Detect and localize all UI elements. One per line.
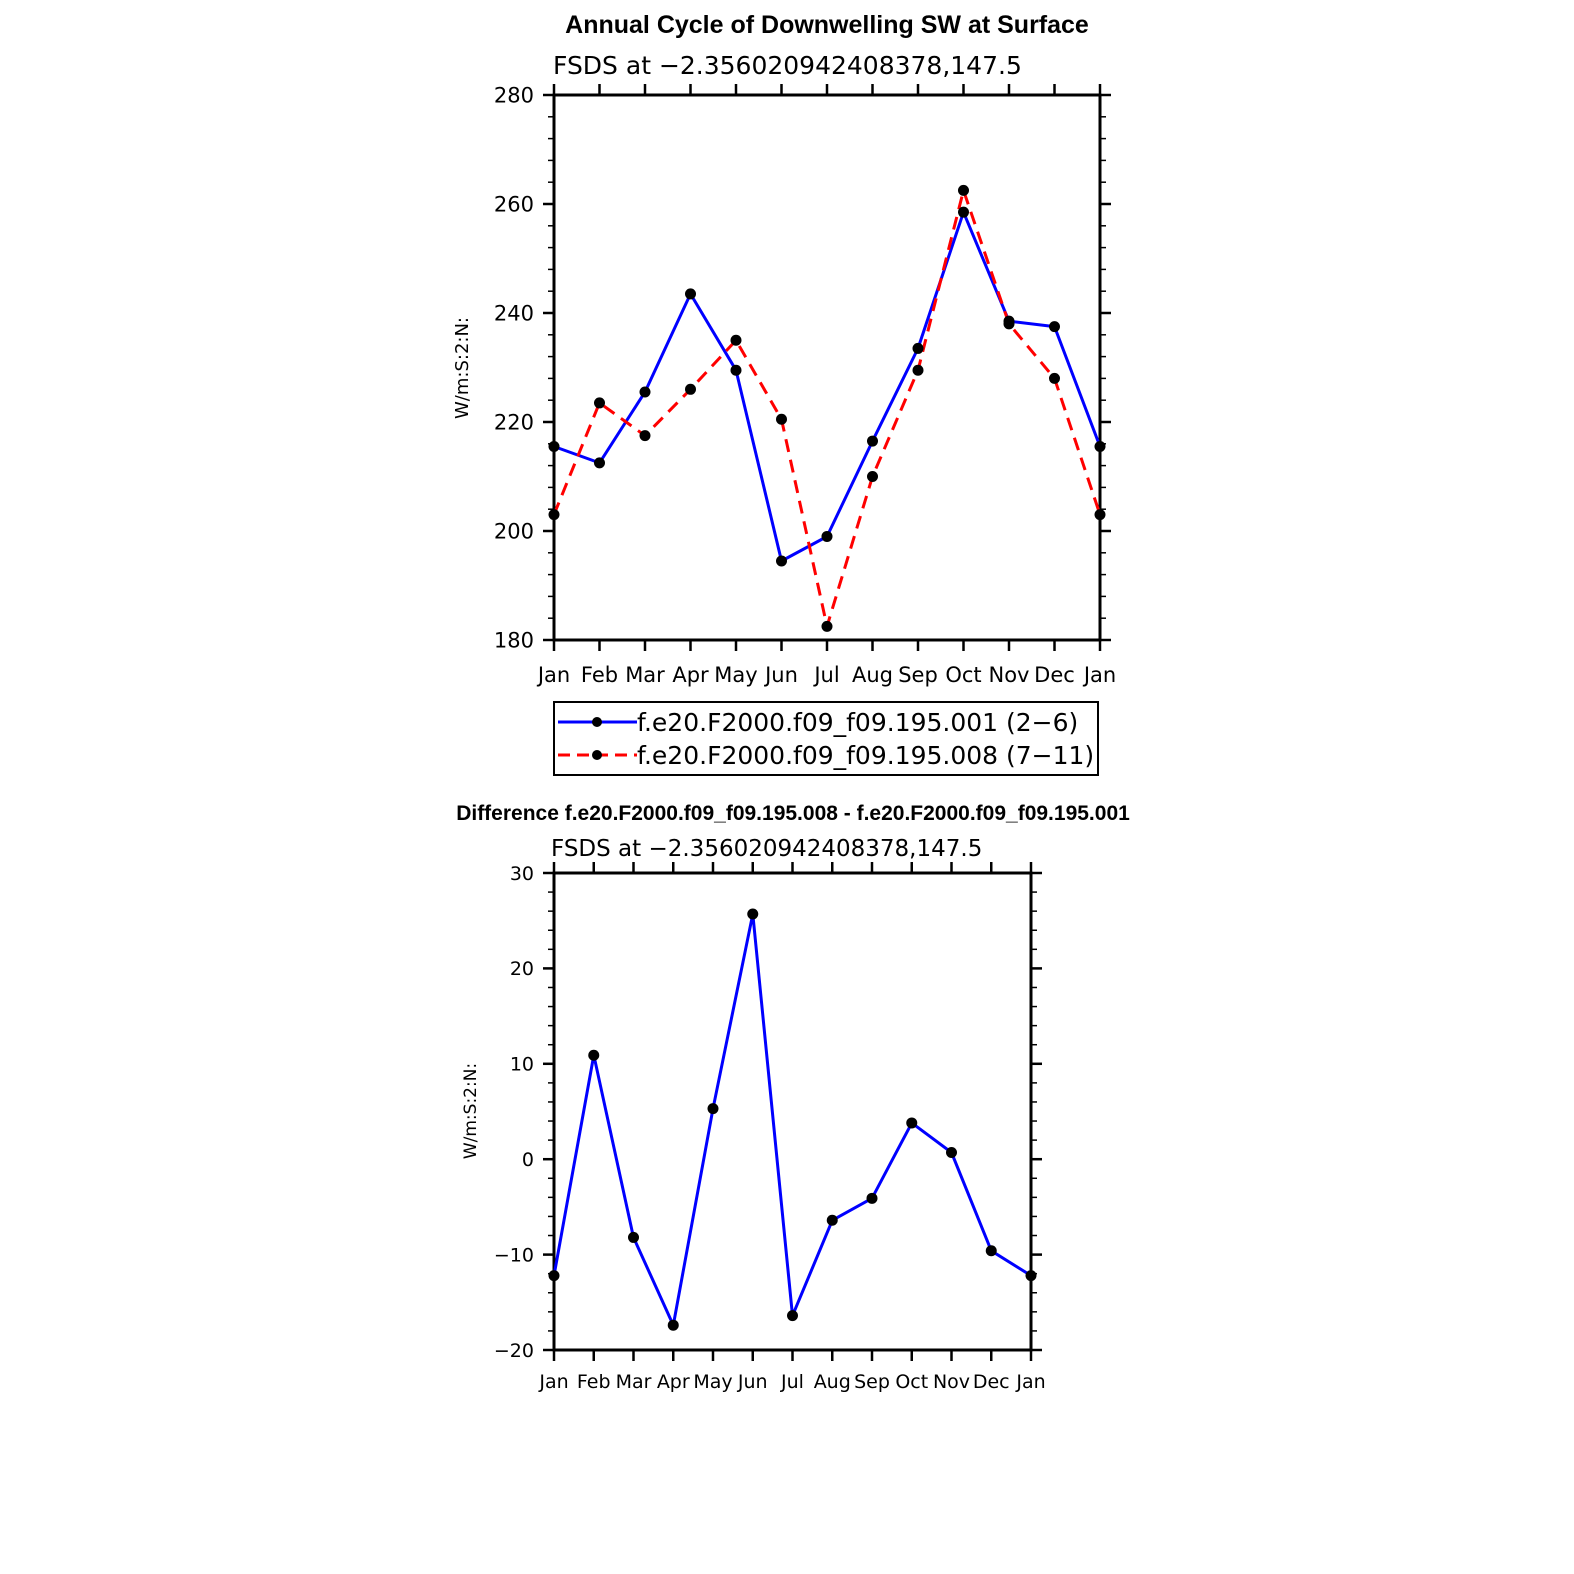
data-point-s1 bbox=[747, 908, 759, 920]
y-tick-label: 260 bbox=[494, 193, 534, 217]
x-tick-label: Dec bbox=[1034, 663, 1075, 687]
y-tick-label: 280 bbox=[494, 84, 534, 108]
legend: f.e20.F2000.f09_f09.195.001 (2−6) f.e20.… bbox=[553, 701, 1099, 776]
x-tick-label: Dec bbox=[973, 1371, 1010, 1393]
y-tick-label: 180 bbox=[494, 629, 534, 653]
y-axis-label: W/m:S:2:N: bbox=[452, 317, 473, 419]
data-point-s2 bbox=[639, 430, 651, 442]
chart-annual-cycle: Annual Cycle of Downwelling SW at Surfac… bbox=[452, 11, 1116, 776]
y-tick-label: −20 bbox=[494, 1340, 534, 1362]
data-point-s1 bbox=[639, 386, 651, 398]
x-tick-label: Jan bbox=[536, 663, 570, 687]
data-point-s1 bbox=[985, 1245, 997, 1257]
x-tick-label: Mar bbox=[616, 1371, 652, 1393]
x-tick-label: Jul bbox=[812, 663, 839, 687]
data-point-s1 bbox=[776, 555, 787, 567]
x-tick-label: Sep bbox=[854, 1371, 890, 1393]
y-tick-label: 10 bbox=[510, 1054, 534, 1076]
data-point-s1 bbox=[787, 1310, 798, 1322]
x-tick-label: May bbox=[693, 1371, 732, 1393]
plot-area: −20 −10 0 10 20 30 Jan Feb Mar Apr May Jun Jul Aug Sep… bbox=[494, 862, 1046, 1393]
x-tick-label: Oct bbox=[945, 663, 981, 687]
x-tick-label: Aug bbox=[814, 1371, 851, 1393]
data-point-s1 bbox=[866, 1192, 878, 1204]
data-point-s1 bbox=[958, 206, 969, 218]
y-tick-label: 30 bbox=[510, 863, 534, 885]
data-point-s2 bbox=[958, 184, 969, 196]
data-point-s1 bbox=[548, 1270, 560, 1282]
data-point-s2 bbox=[1094, 509, 1106, 521]
x-tick-label: Jan bbox=[1015, 1371, 1045, 1393]
data-point-s1 bbox=[906, 1117, 918, 1129]
plot-area: 180 200 220 240 260 280 Jan Feb Mar Apr May Jun Jul A… bbox=[494, 84, 1116, 687]
x-tick-label: Nov bbox=[989, 663, 1030, 687]
plot-frame bbox=[552, 871, 1033, 1352]
x-tick-label: Jan bbox=[538, 1371, 568, 1393]
y-tick-label: −10 bbox=[494, 1244, 534, 1266]
data-point-s1 bbox=[588, 1049, 600, 1061]
data-point-s1 bbox=[730, 364, 742, 376]
x-tick-label: Mar bbox=[625, 663, 665, 687]
data-point-s1 bbox=[1049, 321, 1060, 333]
data-point-s2 bbox=[685, 383, 696, 395]
y-tick-label: 220 bbox=[494, 411, 534, 435]
x-tick-label: Feb bbox=[581, 663, 618, 687]
x-tick-label: Aug bbox=[852, 663, 893, 687]
y-tick-label: 200 bbox=[494, 520, 534, 544]
data-point-s2 bbox=[548, 509, 560, 521]
data-point-s2 bbox=[730, 334, 742, 346]
x-tick-label: Jun bbox=[763, 663, 798, 687]
legend-box bbox=[553, 701, 1099, 776]
data-point-s1 bbox=[707, 1103, 719, 1115]
chart-title: Annual Cycle of Downwelling SW at Surfac… bbox=[565, 11, 1089, 39]
x-tick-label: Sep bbox=[898, 663, 938, 687]
plot-frame bbox=[552, 93, 1102, 642]
legend-marker-1 bbox=[592, 717, 602, 727]
data-point-s1 bbox=[667, 1319, 679, 1331]
chart-difference: Difference f.e20.F2000.f09_f09.195.008 -… bbox=[456, 802, 1130, 1393]
chart-subtitle: FSDS at −2.356020942408378,147.5 bbox=[551, 836, 982, 862]
legend-label-1: f.e20.F2000.f09_f09.195.001 (2−6) bbox=[637, 708, 1078, 737]
data-point-s1 bbox=[548, 441, 560, 453]
y-axis-label: W/m:S:2:N: bbox=[461, 1063, 481, 1159]
x-tick-label: Apr bbox=[657, 1371, 690, 1393]
series-line-1 bbox=[553, 210, 1102, 563]
y-tick-label: 240 bbox=[494, 302, 534, 326]
data-point-s1 bbox=[1025, 1270, 1037, 1282]
data-point-s1 bbox=[946, 1147, 957, 1159]
data-point-s2 bbox=[1049, 372, 1060, 384]
y-tick-label: 0 bbox=[522, 1149, 534, 1171]
data-point-s1 bbox=[1094, 441, 1106, 453]
data-point-s2 bbox=[1003, 318, 1015, 330]
data-point-s2 bbox=[776, 413, 787, 425]
data-point-s2 bbox=[821, 620, 833, 632]
data-point-s1 bbox=[685, 288, 696, 300]
legend-label-2: f.e20.F2000.f09_f09.195.008 (7−11) bbox=[637, 741, 1094, 770]
x-tick-label: Jan bbox=[1082, 663, 1116, 687]
x-tick-label: Jul bbox=[780, 1371, 804, 1393]
x-tick-label: Nov bbox=[933, 1371, 970, 1393]
x-tick-label: Feb bbox=[577, 1371, 611, 1393]
x-tick-label: May bbox=[714, 663, 757, 687]
data-point-s2 bbox=[912, 364, 924, 376]
data-point-s1 bbox=[867, 435, 878, 447]
x-tick-label: Jun bbox=[737, 1371, 768, 1393]
data-point-s2 bbox=[594, 397, 605, 409]
series-line-1 bbox=[552, 912, 1032, 1327]
legend-marker-2 bbox=[592, 750, 602, 760]
data-point-s1 bbox=[826, 1214, 838, 1226]
y-tick-label: 20 bbox=[510, 958, 534, 980]
data-point-s1 bbox=[628, 1231, 639, 1243]
x-tick-label: Oct bbox=[895, 1371, 928, 1393]
x-tick-label: Apr bbox=[672, 663, 709, 687]
chart-title: Difference f.e20.F2000.f09_f09.195.008 -… bbox=[456, 802, 1130, 825]
data-point-s1 bbox=[594, 457, 605, 469]
data-point-s1 bbox=[912, 342, 924, 354]
chart-subtitle: FSDS at −2.356020942408378,147.5 bbox=[553, 51, 1022, 80]
data-point-s2 bbox=[867, 471, 878, 482]
data-point-s1 bbox=[821, 530, 833, 542]
